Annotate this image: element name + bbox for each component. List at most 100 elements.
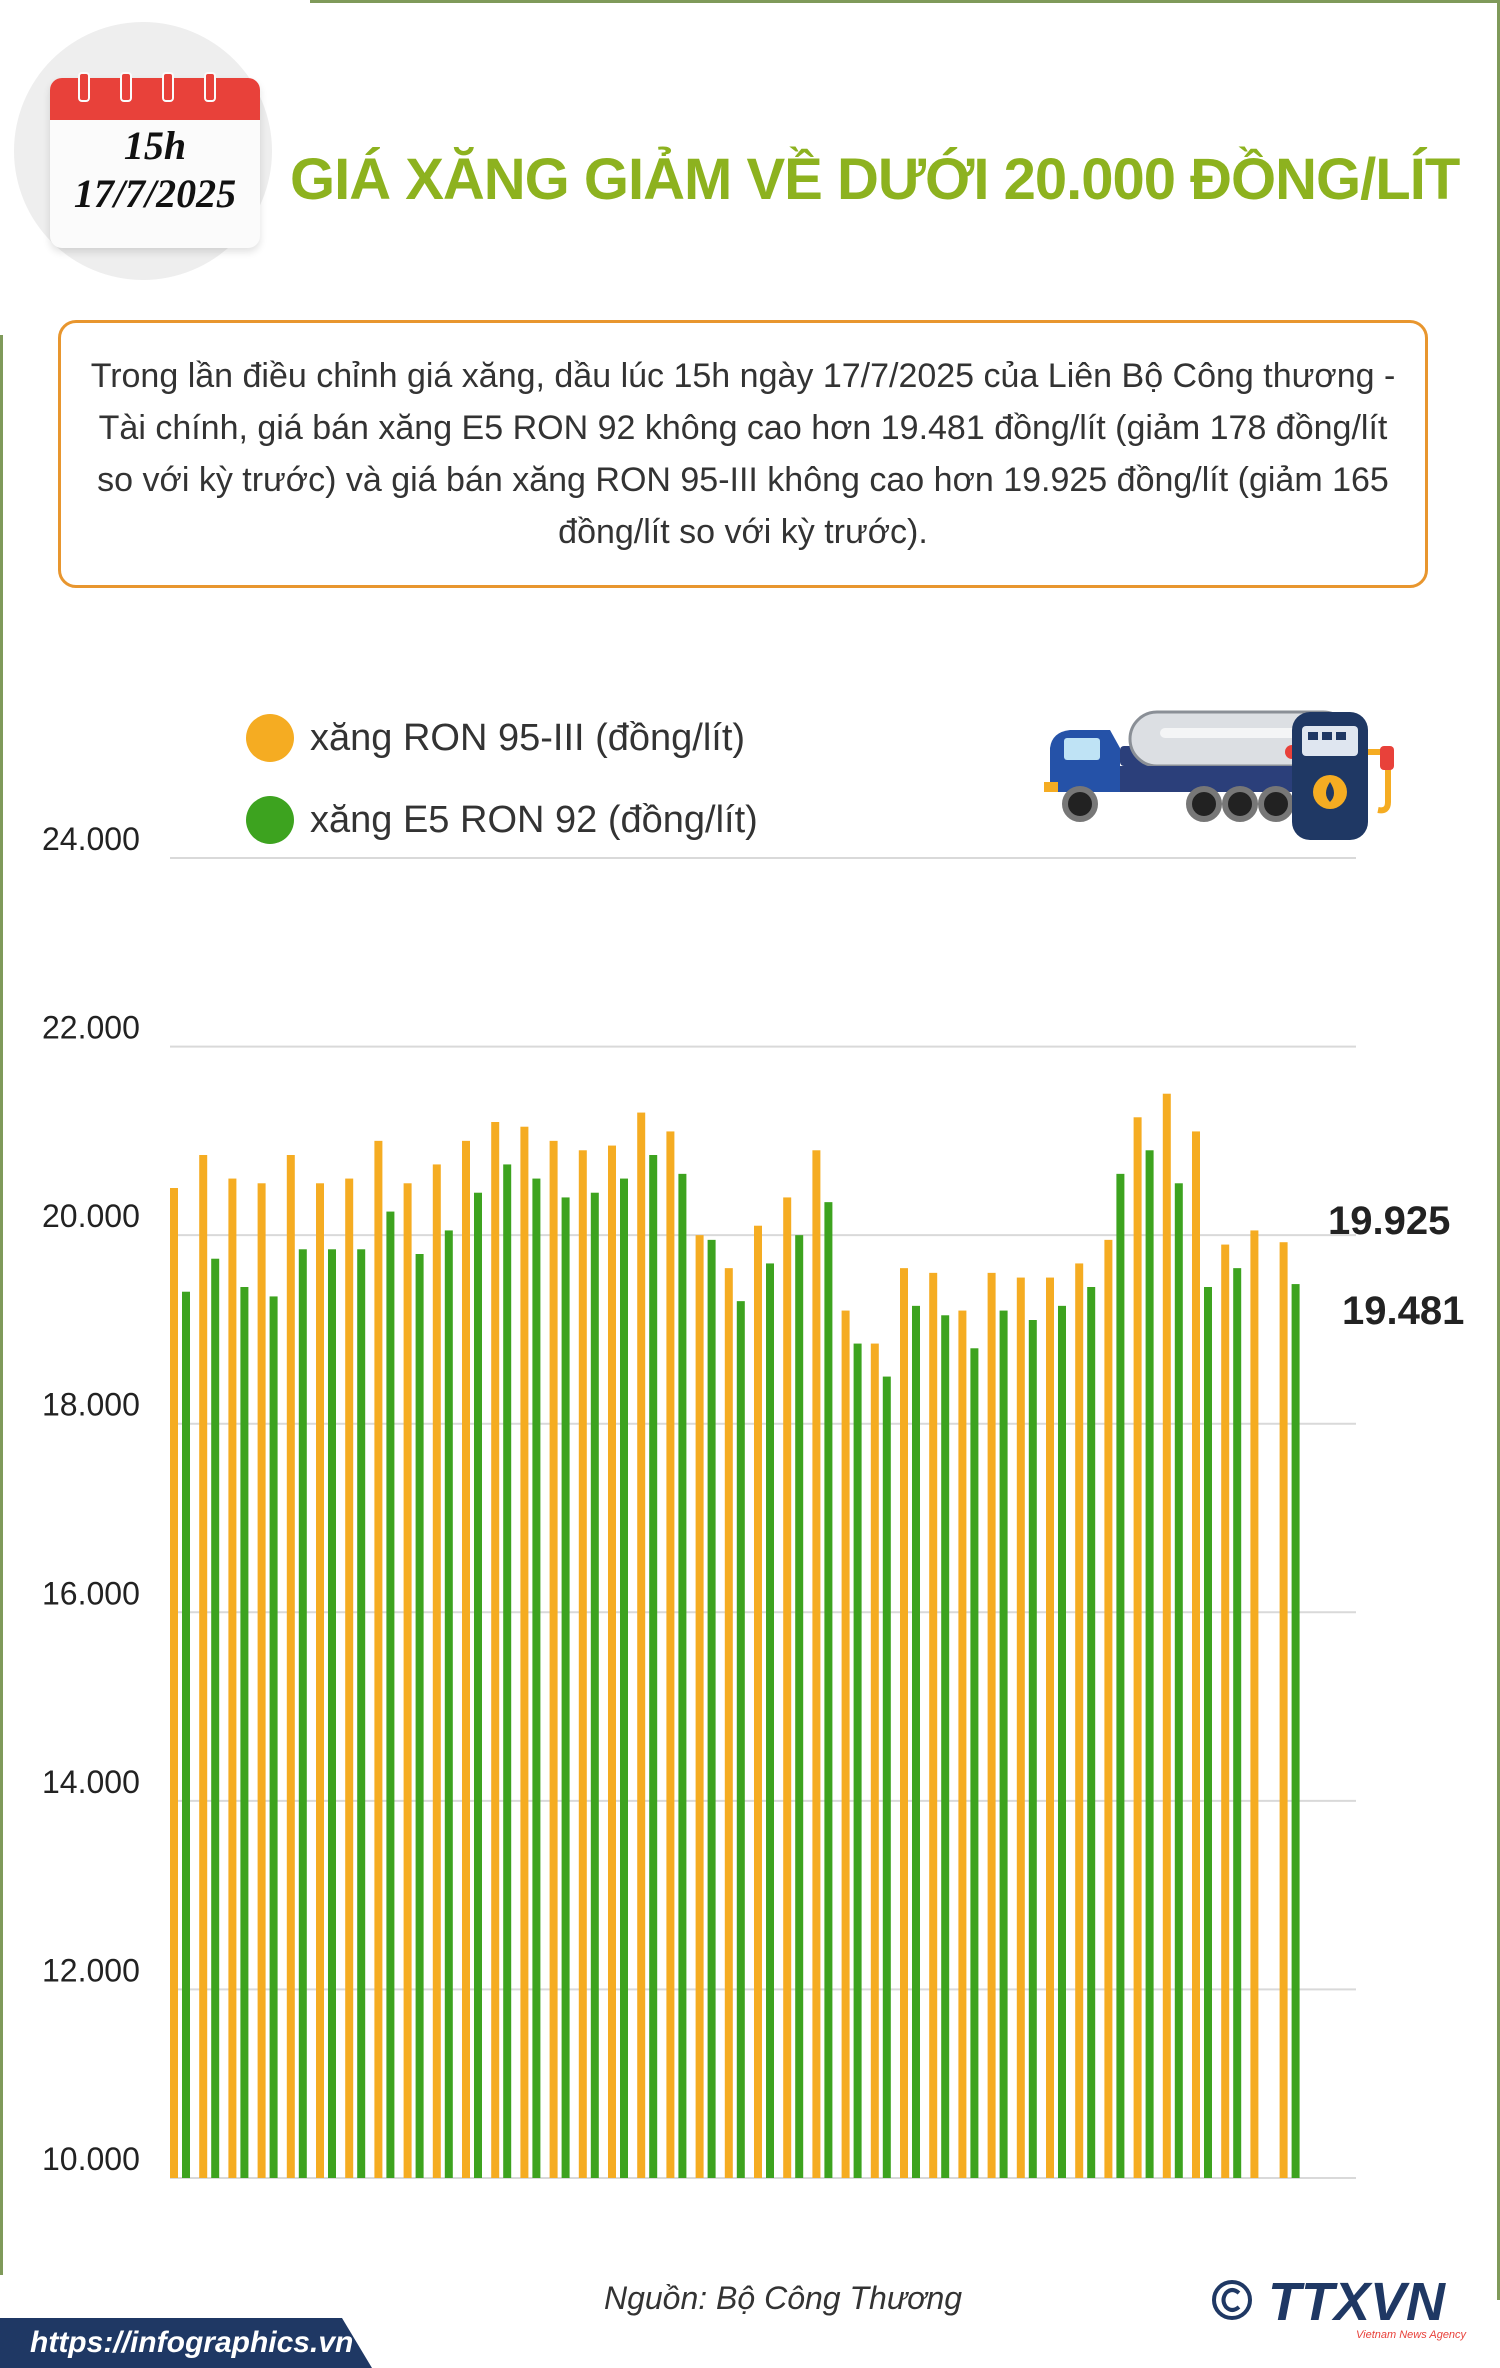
bar-e5 xyxy=(766,1263,774,2178)
bar-e5 xyxy=(328,1249,336,2178)
bar-ron95 xyxy=(374,1140,383,2178)
copyright-icon xyxy=(1212,2280,1252,2320)
y-tick-label: 22.000 xyxy=(42,1010,140,1046)
y-tick-label: 16.000 xyxy=(42,1575,140,1611)
annotation-e5-latest: 19.481 xyxy=(1342,1289,1464,1333)
bar-ron95 xyxy=(1075,1263,1084,2178)
ttxvn-logo: TTXVN Vietnam News Agency xyxy=(1212,2272,1468,2341)
bar-ron95 xyxy=(549,1140,558,2178)
bar-ron95 xyxy=(1133,1117,1142,2178)
site-url[interactable]: https://infographics.vn xyxy=(30,2326,354,2359)
bar-e5 xyxy=(240,1287,249,2178)
y-tick-label: 18.000 xyxy=(42,1387,140,1423)
bar-e5 xyxy=(386,1211,395,2178)
bar-ron95 xyxy=(520,1126,529,2178)
bar-ron95 xyxy=(462,1140,470,2178)
calendar-badge: 15h 17/7/2025 xyxy=(14,22,272,280)
bar-ron95 xyxy=(812,1150,821,2178)
logo-text: TTXVN xyxy=(1268,2272,1446,2332)
legend-item-ron95: xăng RON 95-III (đồng/lít) xyxy=(246,714,745,762)
legend-label-e5: xăng E5 RON 92 (đồng/lít) xyxy=(310,798,758,841)
frame-left-line xyxy=(0,335,3,2275)
bar-e5 xyxy=(707,1239,716,2178)
bar-e5 xyxy=(620,1178,628,2178)
bar-ron95 xyxy=(1192,1131,1200,2178)
bar-e5 xyxy=(444,1230,453,2178)
bar-ron95 xyxy=(1104,1239,1113,2178)
y-tick-label: 10.000 xyxy=(42,2141,140,2177)
calendar-ring xyxy=(204,72,216,102)
bar-ron95 xyxy=(1016,1277,1025,2178)
bar-e5 xyxy=(357,1249,366,2178)
bar-ron95 xyxy=(1162,1093,1171,2178)
bar-e5 xyxy=(1028,1320,1037,2178)
bar-ron95 xyxy=(724,1268,733,2178)
legend-swatch-ron95 xyxy=(246,714,294,762)
bar-e5 xyxy=(882,1376,891,2178)
bar-ron95 xyxy=(987,1272,996,2178)
calendar-icon: 15h 17/7/2025 xyxy=(50,78,260,248)
bar-e5 xyxy=(503,1164,512,2178)
bar-ron95 xyxy=(695,1235,704,2178)
bar-e5 xyxy=(1145,1150,1154,2178)
legend-label-ron95: xăng RON 95-III (đồng/lít) xyxy=(310,716,746,759)
y-tick-label: 12.000 xyxy=(42,1952,140,1988)
bar-ron95 xyxy=(1046,1277,1054,2178)
bar-e5 xyxy=(1291,1284,1300,2178)
bar-ron95 xyxy=(286,1155,295,2178)
bar-ron95 xyxy=(666,1131,675,2178)
bar-e5 xyxy=(912,1305,920,2178)
bar-ron95 xyxy=(345,1178,354,2178)
bar-ron95 xyxy=(316,1183,324,2178)
bar-e5 xyxy=(941,1315,950,2178)
bar-e5 xyxy=(970,1348,979,2178)
calendar-ring xyxy=(78,72,90,102)
bar-ron95 xyxy=(958,1310,967,2178)
bar-e5 xyxy=(1204,1287,1212,2178)
bar-ron95 xyxy=(608,1145,616,2178)
bar-e5 xyxy=(532,1178,541,2178)
bar-e5 xyxy=(1174,1183,1183,2178)
bar-e5 xyxy=(1233,1268,1242,2178)
page-title: GIÁ XĂNG GIẢM VỀ DƯỚI 20.000 ĐỒNG/LÍT xyxy=(290,147,1460,212)
bar-e5 xyxy=(561,1197,570,2178)
logo-subtext: Vietnam News Agency xyxy=(1356,2329,1468,2341)
bar-e5 xyxy=(415,1254,424,2178)
bar-ron95 xyxy=(578,1150,587,2178)
intro-box: Trong lần điều chỉnh giá xăng, dầu lúc 1… xyxy=(58,320,1428,588)
bar-ron95 xyxy=(257,1183,266,2178)
calendar-time: 15h xyxy=(123,123,187,168)
bar-ron95 xyxy=(841,1310,850,2178)
bar-e5 xyxy=(1087,1287,1096,2178)
url-bar xyxy=(0,2318,372,2368)
bar-ron95 xyxy=(929,1272,938,2178)
intro-text: Trong lần điều chỉnh giá xăng, dầu lúc 1… xyxy=(90,357,1396,551)
bar-ron95 xyxy=(491,1122,500,2178)
bar-ron95 xyxy=(199,1155,208,2178)
bar-e5 xyxy=(853,1343,862,2178)
bar-e5 xyxy=(1058,1305,1066,2178)
calendar-ring xyxy=(162,72,174,102)
bar-e5 xyxy=(269,1296,278,2178)
bar-ron95 xyxy=(637,1112,646,2178)
bar-e5 xyxy=(824,1202,833,2178)
source-note: Nguồn: Bộ Công Thương xyxy=(603,2280,963,2316)
calendar-ring xyxy=(120,72,132,102)
legend-swatch-e5 xyxy=(246,796,294,844)
bar-e5 xyxy=(298,1249,307,2178)
y-tick-label: 14.000 xyxy=(42,1764,140,1800)
bar-ron95 xyxy=(783,1197,792,2178)
bar-ron95 xyxy=(1250,1230,1259,2178)
bar-e5 xyxy=(795,1235,804,2178)
y-tick-label: 20.000 xyxy=(42,1198,140,1234)
bar-e5 xyxy=(1116,1173,1125,2178)
bar-e5 xyxy=(182,1291,190,2178)
bar-ron95 xyxy=(1279,1242,1288,2178)
bar-e5 xyxy=(999,1310,1008,2178)
bar-ron95 xyxy=(1221,1244,1230,2178)
bar-ron95 xyxy=(870,1343,879,2178)
bar-ron95 xyxy=(403,1183,412,2178)
bar-e5 xyxy=(590,1192,599,2178)
bar-ron95 xyxy=(228,1178,237,2178)
y-tick-label: 24.000 xyxy=(42,821,140,857)
